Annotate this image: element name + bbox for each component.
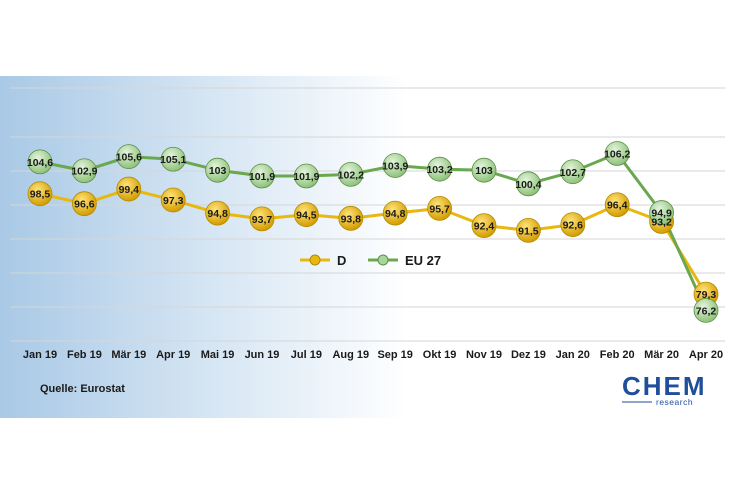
marker-eu27-10	[471, 157, 497, 183]
marker-eu27-9	[427, 156, 453, 182]
data-label-d-14: 93,2	[651, 216, 672, 228]
marker-eu27-0	[27, 149, 53, 175]
series-line-eu27	[39, 151, 708, 311]
marker-eu27-8	[382, 153, 408, 178]
marker-d-4	[205, 200, 231, 226]
data-label-eu27-4: 103	[209, 165, 227, 177]
data-label-d-4: 94,8	[207, 208, 228, 220]
marker-eu27-2	[116, 144, 142, 170]
marker-d-3	[160, 187, 186, 213]
marker-d-8	[382, 200, 408, 226]
marker-d-10	[471, 213, 497, 239]
data-markers	[27, 141, 719, 323]
marker-eu27-7	[338, 161, 364, 187]
x-tick-label-4: Mai 19	[201, 349, 235, 361]
data-label-d-1: 96,6	[74, 199, 95, 211]
series-lines	[39, 151, 708, 311]
legend-label-eu27: EU 27	[405, 253, 441, 268]
x-tick-label-8: Sep 19	[377, 349, 412, 361]
data-label-eu27-10: 103	[475, 165, 493, 177]
x-tick-label-10: Nov 19	[466, 349, 502, 361]
marker-d-13	[604, 192, 630, 218]
data-labels: 98,5 96,6 99,4 97,3 94,8 93,7 94,5 93,8 94,8 95,7…	[27, 148, 717, 317]
data-label-d-8: 94,8	[385, 208, 406, 220]
data-label-eu27-1: 102,9	[71, 166, 97, 178]
source-note: Quelle: Eurostat	[40, 383, 125, 395]
marker-eu27-6	[293, 163, 319, 189]
marker-d-1	[72, 191, 97, 217]
marker-eu27-5	[249, 163, 275, 189]
logo-main-text: CHEM	[622, 371, 707, 401]
marker-d-6	[293, 202, 319, 228]
data-label-eu27-13: 106,2	[604, 148, 630, 160]
x-tick-label-11: Dez 19	[511, 349, 546, 361]
data-label-eu27-8: 103,9	[382, 161, 408, 173]
data-label-d-0: 98,5	[30, 189, 51, 201]
data-label-eu27-3: 105,1	[160, 154, 186, 166]
x-axis-ticks: Jan 19 Feb 19 Mär 19 Apr 19 Mai 19 Jun 19 Jul …	[23, 349, 723, 361]
marker-d-0	[27, 181, 53, 207]
data-label-eu27-14: 94,9	[651, 208, 672, 220]
marker-eu27-3	[160, 146, 186, 172]
data-label-d-3: 97,3	[163, 195, 184, 207]
x-tick-label-12: Jan 20	[556, 349, 590, 361]
x-tick-label-3: Apr 19	[156, 349, 190, 361]
data-label-eu27-12: 102,7	[560, 167, 586, 179]
x-tick-label-9: Okt 19	[423, 349, 457, 361]
x-tick-label-14: Mär 20	[644, 349, 679, 361]
x-tick-label-13: Feb 20	[600, 349, 635, 361]
legend-marker-d	[309, 254, 321, 266]
x-tick-label-7: Aug 19	[332, 349, 369, 361]
chart-background	[0, 76, 740, 418]
data-label-eu27-7: 102,2	[338, 169, 364, 181]
data-label-eu27-2: 105,6	[116, 152, 142, 164]
x-tick-label-1: Feb 19	[67, 349, 102, 361]
marker-d-2	[116, 176, 142, 202]
marker-eu27-15	[693, 297, 719, 323]
data-label-d-9: 95,7	[429, 203, 450, 215]
x-tick-label-5: Jun 19	[245, 349, 280, 361]
marker-d-11	[516, 217, 541, 243]
marker-d-5	[249, 206, 275, 232]
x-tick-label-2: Mär 19	[111, 349, 146, 361]
x-tick-label-0: Jan 19	[23, 349, 57, 361]
marker-eu27-12	[560, 159, 586, 185]
chem-research-logo: CHEM research	[622, 371, 707, 407]
marker-eu27-1	[72, 158, 97, 184]
data-label-eu27-6: 101,9	[293, 171, 319, 183]
data-label-eu27-9: 103,2	[426, 164, 452, 176]
marker-eu27-4	[205, 157, 231, 183]
data-label-eu27-5: 101,9	[249, 171, 275, 183]
series-line-d	[39, 187, 708, 295]
data-label-d-2: 99,4	[119, 184, 140, 196]
legend: D EU 27	[300, 253, 441, 268]
data-label-eu27-15: 76,2	[696, 305, 717, 317]
x-tick-label-6: Jul 19	[291, 349, 322, 361]
data-label-d-15: 79,3	[696, 289, 717, 301]
data-label-d-13: 96,4	[607, 200, 628, 212]
marker-eu27-14	[649, 200, 674, 225]
data-label-d-5: 93,7	[252, 214, 273, 226]
marker-d-7	[338, 205, 364, 231]
marker-d-9	[427, 195, 453, 221]
data-label-d-10: 92,4	[474, 221, 495, 233]
marker-d-12	[560, 212, 586, 238]
legend-marker-eu27	[377, 254, 389, 266]
legend-label-d: D	[337, 253, 346, 268]
x-tick-label-15: Apr 20	[689, 349, 723, 361]
data-label-eu27-11: 100,4	[515, 179, 541, 191]
data-label-d-11: 91,5	[518, 225, 539, 237]
data-label-d-12: 92,6	[563, 220, 584, 232]
logo-sub-text: research	[656, 397, 693, 407]
data-label-d-6: 94,5	[296, 210, 317, 222]
marker-eu27-13	[604, 141, 630, 166]
marker-eu27-11	[516, 171, 541, 197]
data-label-d-7: 93,8	[341, 213, 362, 225]
data-label-eu27-0: 104,6	[27, 157, 53, 169]
